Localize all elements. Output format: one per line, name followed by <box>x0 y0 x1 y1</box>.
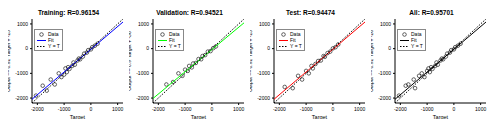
svg-text:1000: 1000 <box>17 21 28 27</box>
html-text:Data: Data <box>290 31 301 37</box>
html-text:Fit: Fit <box>48 37 54 43</box>
svg-text:Target: Target <box>70 114 86 119</box>
svg-text:-2000: -2000 <box>152 106 165 112</box>
svg-text:-2000: -2000 <box>257 95 270 101</box>
svg-text:Output ~= 0.92*Target + -25: Output ~= 0.92*Target + -25 <box>8 30 11 92</box>
svg-text:0: 0 <box>267 45 270 51</box>
svg-text:Target: Target <box>433 114 449 119</box>
html-text:Y = T: Y = T <box>411 43 423 49</box>
svg-text:-1000: -1000 <box>179 106 192 112</box>
svg-text:0: 0 <box>388 45 391 51</box>
html-text:Y = T: Y = T <box>169 43 181 49</box>
svg-text:1000: 1000 <box>112 106 123 112</box>
svg-text:-1000: -1000 <box>300 106 313 112</box>
svg-text:0: 0 <box>210 106 213 112</box>
html-text:Y = T: Y = T <box>290 43 302 49</box>
svg-text:-2000: -2000 <box>136 95 149 101</box>
html-text:Fit: Fit <box>411 37 417 43</box>
svg-text:-1000: -1000 <box>421 106 434 112</box>
svg-text:Target: Target <box>312 114 328 119</box>
svg-text:-1000: -1000 <box>378 70 391 76</box>
svg-text:0: 0 <box>25 45 28 51</box>
html-text:Data: Data <box>169 31 180 37</box>
svg-text:-2000: -2000 <box>31 106 44 112</box>
html-text:Fit: Fit <box>290 37 296 43</box>
svg-text:-2000: -2000 <box>15 95 28 101</box>
html-text:Fit: Fit <box>169 37 175 43</box>
svg-text:1000: 1000 <box>138 21 149 27</box>
svg-text:Target: Target <box>191 114 207 119</box>
svg-text:Output ~= 0.9*Target + -36: Output ~= 0.9*Target + -36 <box>129 31 132 91</box>
svg-text:0: 0 <box>89 106 92 112</box>
svg-text:0: 0 <box>331 106 334 112</box>
html-text:Y = T: Y = T <box>48 43 60 49</box>
svg-text:-1000: -1000 <box>136 70 149 76</box>
svg-text:1000: 1000 <box>233 106 244 112</box>
html-text:Validation: R=0.94521: Validation: R=0.94521 <box>156 9 223 16</box>
svg-text:-2000: -2000 <box>394 106 407 112</box>
html-text:Data: Data <box>48 31 59 37</box>
svg-text:-2000: -2000 <box>273 106 286 112</box>
svg-text:0: 0 <box>452 106 455 112</box>
svg-text:-1000: -1000 <box>15 70 28 76</box>
svg-text:1000: 1000 <box>259 21 270 27</box>
html-text:Data: Data <box>411 31 422 37</box>
svg-text:-1000: -1000 <box>58 106 71 112</box>
html-text:Test: R=0.94474: Test: R=0.94474 <box>286 9 335 16</box>
svg-text:-2000: -2000 <box>378 95 391 101</box>
svg-text:1000: 1000 <box>475 106 486 112</box>
svg-text:-1000: -1000 <box>257 70 270 76</box>
html-text:Training: R=0.96154: Training: R=0.96154 <box>37 9 100 16</box>
svg-text:Output ~= 0.92*Target + -25: Output ~= 0.92*Target + -25 <box>250 30 253 92</box>
svg-text:1000: 1000 <box>380 21 391 27</box>
svg-text:Output ~= 0.92*Target + -26: Output ~= 0.92*Target + -26 <box>371 30 374 92</box>
svg-text:0: 0 <box>146 45 149 51</box>
html-text:All: R=0.95701: All: R=0.95701 <box>409 9 454 16</box>
svg-text:1000: 1000 <box>354 106 365 112</box>
